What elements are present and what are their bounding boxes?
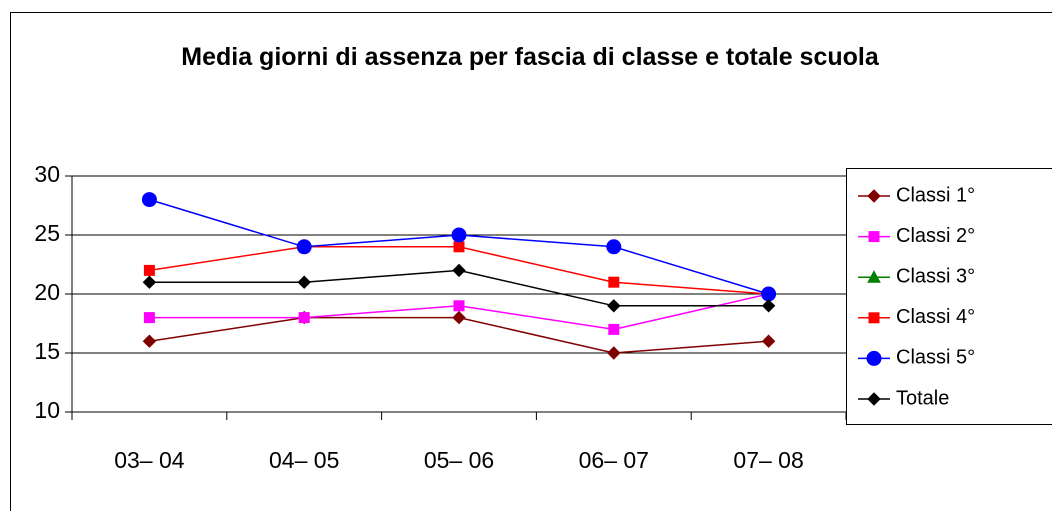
marker xyxy=(866,350,882,366)
x-tick-label: 03– 04 xyxy=(114,447,185,473)
marker xyxy=(452,263,466,278)
y-tick-label: 25 xyxy=(34,220,60,246)
legend-label: Totale xyxy=(896,387,949,409)
y-tick-label: 10 xyxy=(34,397,60,423)
marker xyxy=(297,275,311,289)
marker xyxy=(296,239,312,255)
marker xyxy=(453,241,465,253)
marker xyxy=(607,346,621,360)
marker xyxy=(143,312,155,324)
y-tick-label: 30 xyxy=(34,161,60,187)
marker xyxy=(761,286,777,302)
marker xyxy=(761,299,776,313)
marker xyxy=(608,276,620,288)
marker xyxy=(761,334,776,348)
marker xyxy=(452,310,466,325)
legend-label: Classi 1° xyxy=(896,184,975,206)
marker xyxy=(867,270,881,283)
y-tick-label: 15 xyxy=(34,338,60,364)
marker xyxy=(868,312,880,324)
y-tick-label: 20 xyxy=(34,279,60,305)
legend-label: Classi 2° xyxy=(896,225,975,247)
x-tick-label: 04– 05 xyxy=(269,447,339,473)
x-tick-label: 05– 06 xyxy=(424,447,494,473)
legend-box xyxy=(846,168,1052,425)
marker xyxy=(867,392,881,406)
marker xyxy=(607,299,621,313)
marker xyxy=(142,275,157,289)
marker xyxy=(298,312,310,324)
marker xyxy=(142,334,157,348)
marker xyxy=(608,323,620,335)
marker xyxy=(451,227,467,243)
marker xyxy=(143,264,155,276)
legend-label: Classi 4° xyxy=(896,306,975,328)
legend-label: Classi 3° xyxy=(896,265,975,287)
chart-title: Media giorni di assenza per fascia di cl… xyxy=(181,43,879,71)
marker xyxy=(868,231,880,243)
marker xyxy=(867,189,881,203)
x-tick-label: 06– 07 xyxy=(579,447,649,473)
x-tick-label: 07– 08 xyxy=(733,447,803,473)
marker xyxy=(141,192,157,208)
marker xyxy=(606,239,622,255)
legend-label: Classi 5° xyxy=(896,347,975,369)
marker xyxy=(453,300,465,312)
